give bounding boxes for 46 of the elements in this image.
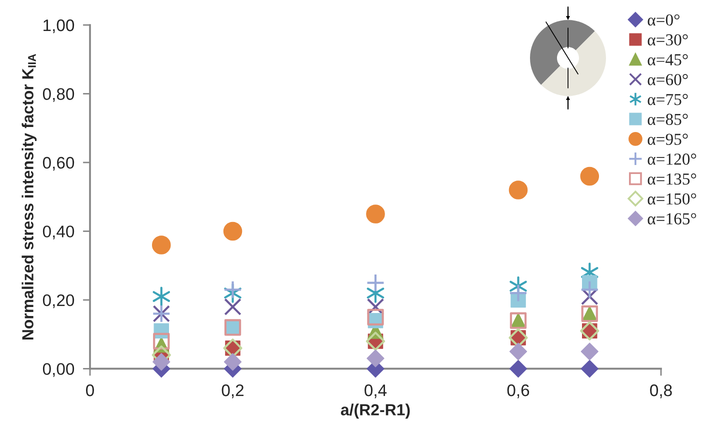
point: [223, 222, 242, 241]
point: [366, 350, 384, 368]
x-tick-label: 0,2: [222, 384, 244, 398]
y-tick-label: 0,40: [42, 226, 74, 240]
legend-label: α=150°: [648, 193, 696, 205]
y-axis-title: Normalized stress intensity factor K$_{IIA}$: [22, 54, 37, 340]
point: [580, 166, 600, 186]
point: [153, 332, 170, 350]
legend-label: α=45°: [648, 54, 688, 66]
point: [366, 298, 384, 316]
point: [580, 360, 598, 378]
x-tick-label: 0,8: [650, 384, 672, 398]
y-tick-label: 0,80: [42, 88, 74, 102]
point: [224, 298, 242, 316]
legend-label: α=135°: [648, 173, 696, 185]
point: [152, 286, 170, 306]
point: [152, 236, 171, 254]
legend-label: α=165°: [648, 213, 696, 224]
point: [367, 308, 384, 326]
point: [366, 204, 385, 224]
point: [580, 342, 598, 360]
legend-label: α=60°: [648, 74, 688, 86]
y-tick-label: 0,00: [42, 363, 74, 377]
point: [509, 342, 528, 360]
y-tick-label: 0,20: [42, 294, 74, 308]
legend-label: α=0°: [648, 14, 680, 26]
point: [580, 280, 599, 299]
point: [508, 284, 528, 302]
point: [509, 360, 528, 378]
point: [580, 288, 598, 306]
point: [366, 274, 385, 292]
point: [224, 352, 242, 371]
x-tick-label: 0,6: [507, 384, 530, 398]
y-tick-label: 1,00: [44, 19, 74, 34]
legend-label: α=120°: [648, 154, 696, 165]
legend-label: α=85°: [648, 114, 688, 126]
x-axis-title: a/(R2-R1): [340, 404, 410, 419]
legend-label: α=95°: [648, 134, 688, 145]
x-tick-label: 0,4: [364, 384, 387, 398]
point: [508, 180, 528, 200]
legend-label: α=75°: [648, 94, 688, 106]
point: [152, 352, 170, 371]
point: [223, 280, 242, 299]
legend-label: α=30°: [648, 34, 688, 46]
x-tick-label: 0: [86, 384, 94, 396]
y-tick-label: 0,60: [42, 156, 74, 171]
